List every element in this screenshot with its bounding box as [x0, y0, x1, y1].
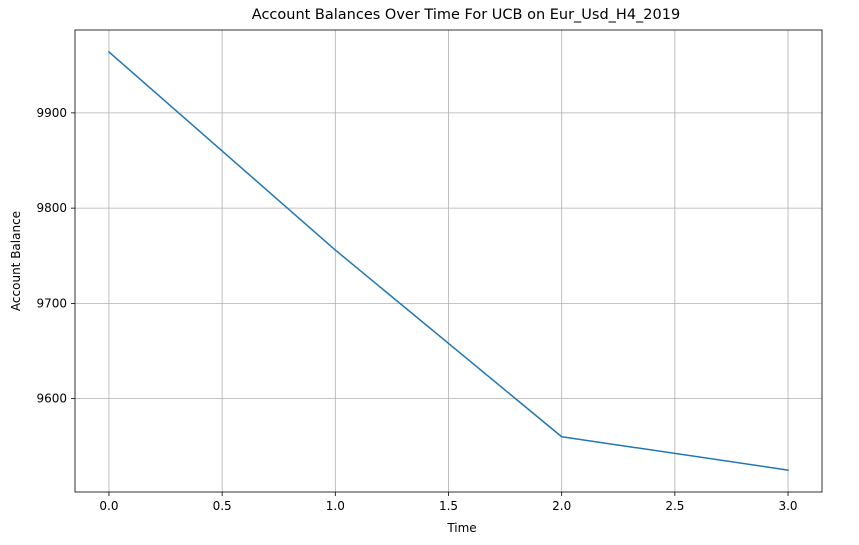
y-axis: 9600 9700 9800 9900 [36, 106, 75, 406]
y-tick-label: 9600 [36, 392, 67, 406]
x-tick-label: 2.0 [552, 499, 571, 513]
x-axis-label: Time [446, 521, 476, 535]
x-tick-label: 1.5 [439, 499, 458, 513]
x-tick-label: 0.0 [99, 499, 118, 513]
x-tick-label: 3.0 [778, 499, 797, 513]
x-tick-label: 1.0 [326, 499, 345, 513]
series-line [107, 50, 789, 471]
x-axis: 0.0 0.5 1.0 1.5 2.0 2.5 3.0 [99, 492, 798, 513]
y-tick-label: 9800 [36, 201, 67, 215]
series-layer [107, 50, 789, 471]
x-tick-label: 2.5 [665, 499, 684, 513]
grid-lines [75, 30, 822, 492]
x-tick-label: 0.5 [213, 499, 232, 513]
y-tick-label: 9700 [36, 296, 67, 310]
chart-title: Account Balances Over Time For UCB on Eu… [252, 7, 680, 23]
y-axis-label: Account Balance [9, 211, 23, 311]
y-tick-label: 9900 [36, 106, 67, 120]
